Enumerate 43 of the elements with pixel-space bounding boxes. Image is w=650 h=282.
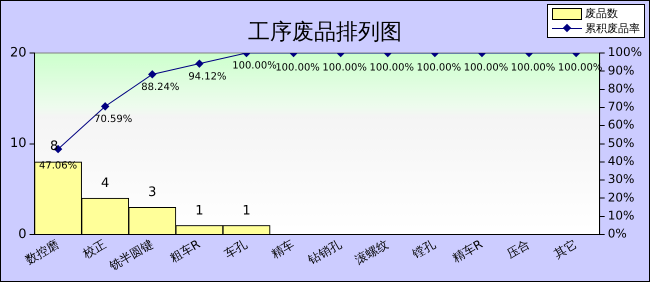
y-tick-label: 10: [10, 136, 27, 152]
y2-tick-label: 70%: [608, 100, 634, 114]
x-tick-label: 镗孔: [409, 236, 438, 262]
y2-tick-label: 40%: [608, 154, 634, 168]
data-label: 100.00%: [370, 62, 414, 74]
x-tick-label: 校正: [80, 236, 108, 262]
y2-tick-label: 0%: [608, 226, 627, 241]
legend-label: 累积废品率: [585, 21, 640, 36]
y2-tick-label: 50%: [608, 136, 634, 150]
data-label: 1: [195, 203, 204, 218]
data-label: 100.00%: [416, 62, 462, 74]
y2-tick-label: 100%: [608, 45, 642, 60]
y2-tick-label: 10%: [608, 208, 634, 222]
y2-tick-label: 80%: [608, 81, 634, 96]
chart-title: 工序废品排列图: [248, 20, 402, 45]
legend-label: 废品数: [585, 6, 618, 21]
x-tick-label: 滚螺纹: [352, 236, 391, 268]
x-tick-label: 其它: [551, 236, 580, 262]
data-label: 94.12%: [188, 71, 226, 82]
data-label: 8: [50, 138, 58, 154]
x-tick-label: 精车: [268, 236, 297, 262]
x-tick-label: 钻销孔: [304, 236, 344, 268]
y-tick-label: 20: [10, 45, 27, 60]
x-tick-label: 压合: [504, 236, 532, 262]
point: [101, 102, 110, 110]
data-label: 100.00%: [232, 60, 277, 72]
x-tick-label: 车孔: [222, 236, 250, 262]
data-label: 100.00%: [464, 62, 508, 74]
y2-tick-label: 90%: [608, 63, 634, 78]
x-tick-label: 粗车R: [167, 236, 202, 266]
y2-tick-label: 20%: [608, 190, 634, 204]
data-label: 70.59%: [94, 114, 132, 125]
data-label: 100.00%: [510, 62, 556, 74]
data-label: 100.00%: [275, 62, 320, 74]
x-tick-label: 铣半圆键: [106, 236, 156, 274]
data-label: 4: [101, 176, 110, 192]
y2-tick-label: 30%: [608, 172, 634, 186]
x-tick-label: 精车R: [450, 236, 486, 266]
data-label: 1: [242, 203, 251, 218]
data-label: 100.00%: [322, 62, 367, 74]
data-label: 3: [148, 185, 156, 200]
data-label: 88.24%: [141, 82, 180, 93]
y2-tick-label: 60%: [608, 118, 634, 132]
